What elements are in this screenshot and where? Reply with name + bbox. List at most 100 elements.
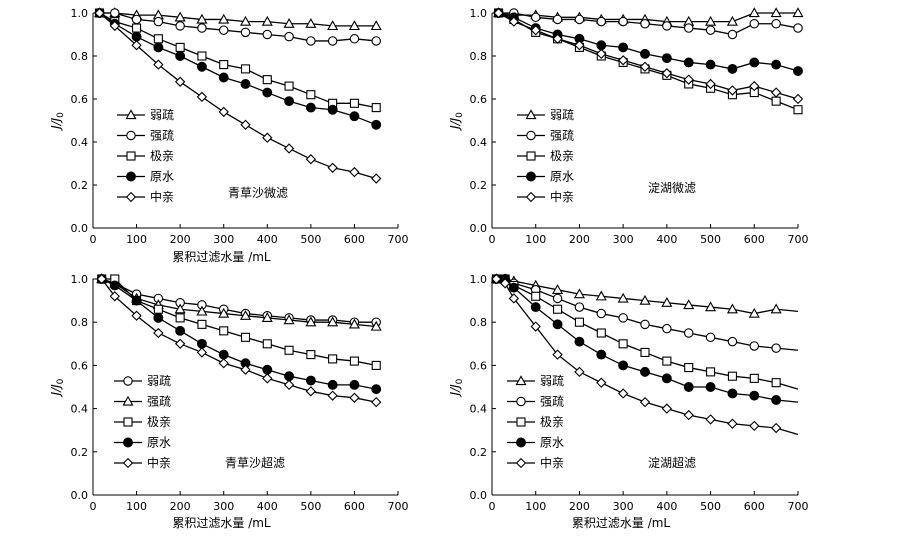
data-point <box>596 308 607 319</box>
data-point <box>109 20 120 32</box>
data-point <box>196 91 208 103</box>
series-1 <box>490 273 799 318</box>
data-point <box>218 349 229 360</box>
data-point <box>305 154 317 165</box>
data-point <box>240 119 251 130</box>
series-5 <box>94 7 382 184</box>
y-tick-label: 0.0 <box>71 222 89 235</box>
data-point <box>727 371 737 381</box>
legend-marker <box>126 171 136 182</box>
data-point <box>596 377 607 388</box>
y-tick-label: 0.4 <box>470 136 488 149</box>
data-point <box>705 382 716 392</box>
data-point <box>327 390 338 401</box>
legend-label: 弱疏 <box>540 373 564 388</box>
data-point <box>305 18 317 28</box>
x-tick-label: 100 <box>126 500 147 513</box>
data-point <box>640 319 650 330</box>
legend-marker <box>122 457 134 469</box>
data-point <box>618 360 629 371</box>
x-tick-label: 500 <box>700 233 721 246</box>
legend-label: 中亲 <box>550 189 574 204</box>
data-point <box>617 388 629 399</box>
data-point <box>617 55 629 66</box>
data-point <box>771 378 781 388</box>
data-point <box>530 12 541 23</box>
data-point <box>197 319 207 329</box>
data-point <box>771 59 782 70</box>
data-point <box>727 63 738 74</box>
data-point <box>552 33 563 44</box>
y-tick-label: 0.6 <box>470 359 488 372</box>
data-point <box>530 321 541 332</box>
data-point <box>706 367 716 377</box>
data-point <box>553 304 563 314</box>
legend-marker <box>125 191 137 203</box>
data-point <box>574 317 584 327</box>
series-3 <box>491 274 799 390</box>
series-2 <box>491 274 799 353</box>
x-tick-label: 300 <box>613 500 634 513</box>
data-point <box>196 347 208 358</box>
legend-marker <box>525 109 537 120</box>
x-axis-title: 累积过滤水量 /mL <box>172 250 271 264</box>
data-point <box>574 366 585 378</box>
data-point <box>552 284 564 294</box>
data-point <box>770 87 782 98</box>
data-point <box>153 304 163 314</box>
data-point <box>499 278 511 289</box>
data-point <box>240 332 251 342</box>
data-point <box>306 36 316 46</box>
data-point <box>530 25 541 36</box>
data-point <box>793 66 803 77</box>
series-4 <box>491 274 799 405</box>
data-point <box>640 18 650 29</box>
legend-marker <box>123 376 133 386</box>
data-point <box>218 25 229 35</box>
data-point <box>283 143 295 154</box>
data-point <box>284 345 294 355</box>
x-tick-label: 100 <box>525 233 546 246</box>
data-point <box>661 297 673 307</box>
data-point <box>727 336 738 347</box>
legend-label: 弱疏 <box>147 373 171 388</box>
series-5 <box>493 7 804 105</box>
data-point <box>175 325 186 336</box>
data-point <box>196 305 208 316</box>
data-point <box>705 25 716 35</box>
data-point <box>305 316 317 327</box>
panel-title: 淀湖微滤 <box>648 180 696 195</box>
data-point <box>327 316 339 327</box>
data-point <box>552 293 563 304</box>
data-point <box>371 103 381 113</box>
legend-marker <box>516 417 526 427</box>
data-point <box>705 301 717 312</box>
data-point <box>131 14 142 25</box>
data-point <box>530 302 541 313</box>
data-point <box>262 75 272 85</box>
data-point <box>771 395 782 405</box>
data-point <box>618 313 628 323</box>
data-point <box>349 166 360 178</box>
y-tick-label: 0.0 <box>470 489 488 502</box>
data-point <box>508 282 519 293</box>
data-point <box>240 78 251 89</box>
data-point <box>749 57 760 68</box>
data-point <box>661 68 673 79</box>
series-3 <box>94 8 381 113</box>
x-tick-label: 300 <box>213 233 234 246</box>
data-point <box>132 23 142 33</box>
data-point <box>197 51 207 61</box>
data-point <box>705 78 716 90</box>
x-tick-label: 0 <box>90 500 97 513</box>
legend-label: 弱疏 <box>550 107 574 122</box>
x-tick-label: 300 <box>613 233 634 246</box>
data-point <box>662 21 672 31</box>
data-point <box>261 15 273 26</box>
panel-4: 0.0 0.2 0.4 0.6 0.8 1.0 0 100 200 300 400 500 600 700… <box>448 273 809 530</box>
legend-marker <box>123 437 133 448</box>
legend-label: 原水 <box>540 436 564 450</box>
data-point <box>683 299 695 310</box>
data-point <box>218 307 230 318</box>
